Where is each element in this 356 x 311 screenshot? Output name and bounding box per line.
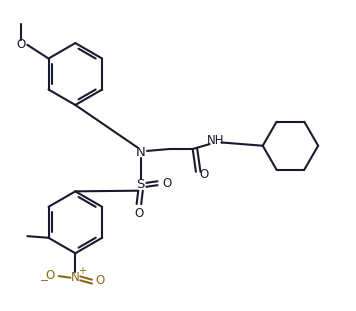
Text: O: O — [17, 38, 26, 51]
Text: O: O — [96, 275, 105, 287]
Text: O: O — [46, 269, 55, 282]
Text: −: − — [40, 276, 50, 286]
Text: +: + — [79, 266, 87, 276]
Text: O: O — [199, 168, 209, 181]
Text: O: O — [163, 177, 172, 190]
Text: O: O — [134, 207, 143, 220]
Text: NH: NH — [207, 134, 224, 147]
Text: N: N — [71, 271, 80, 284]
Text: N: N — [136, 146, 145, 159]
Text: S: S — [136, 178, 145, 191]
